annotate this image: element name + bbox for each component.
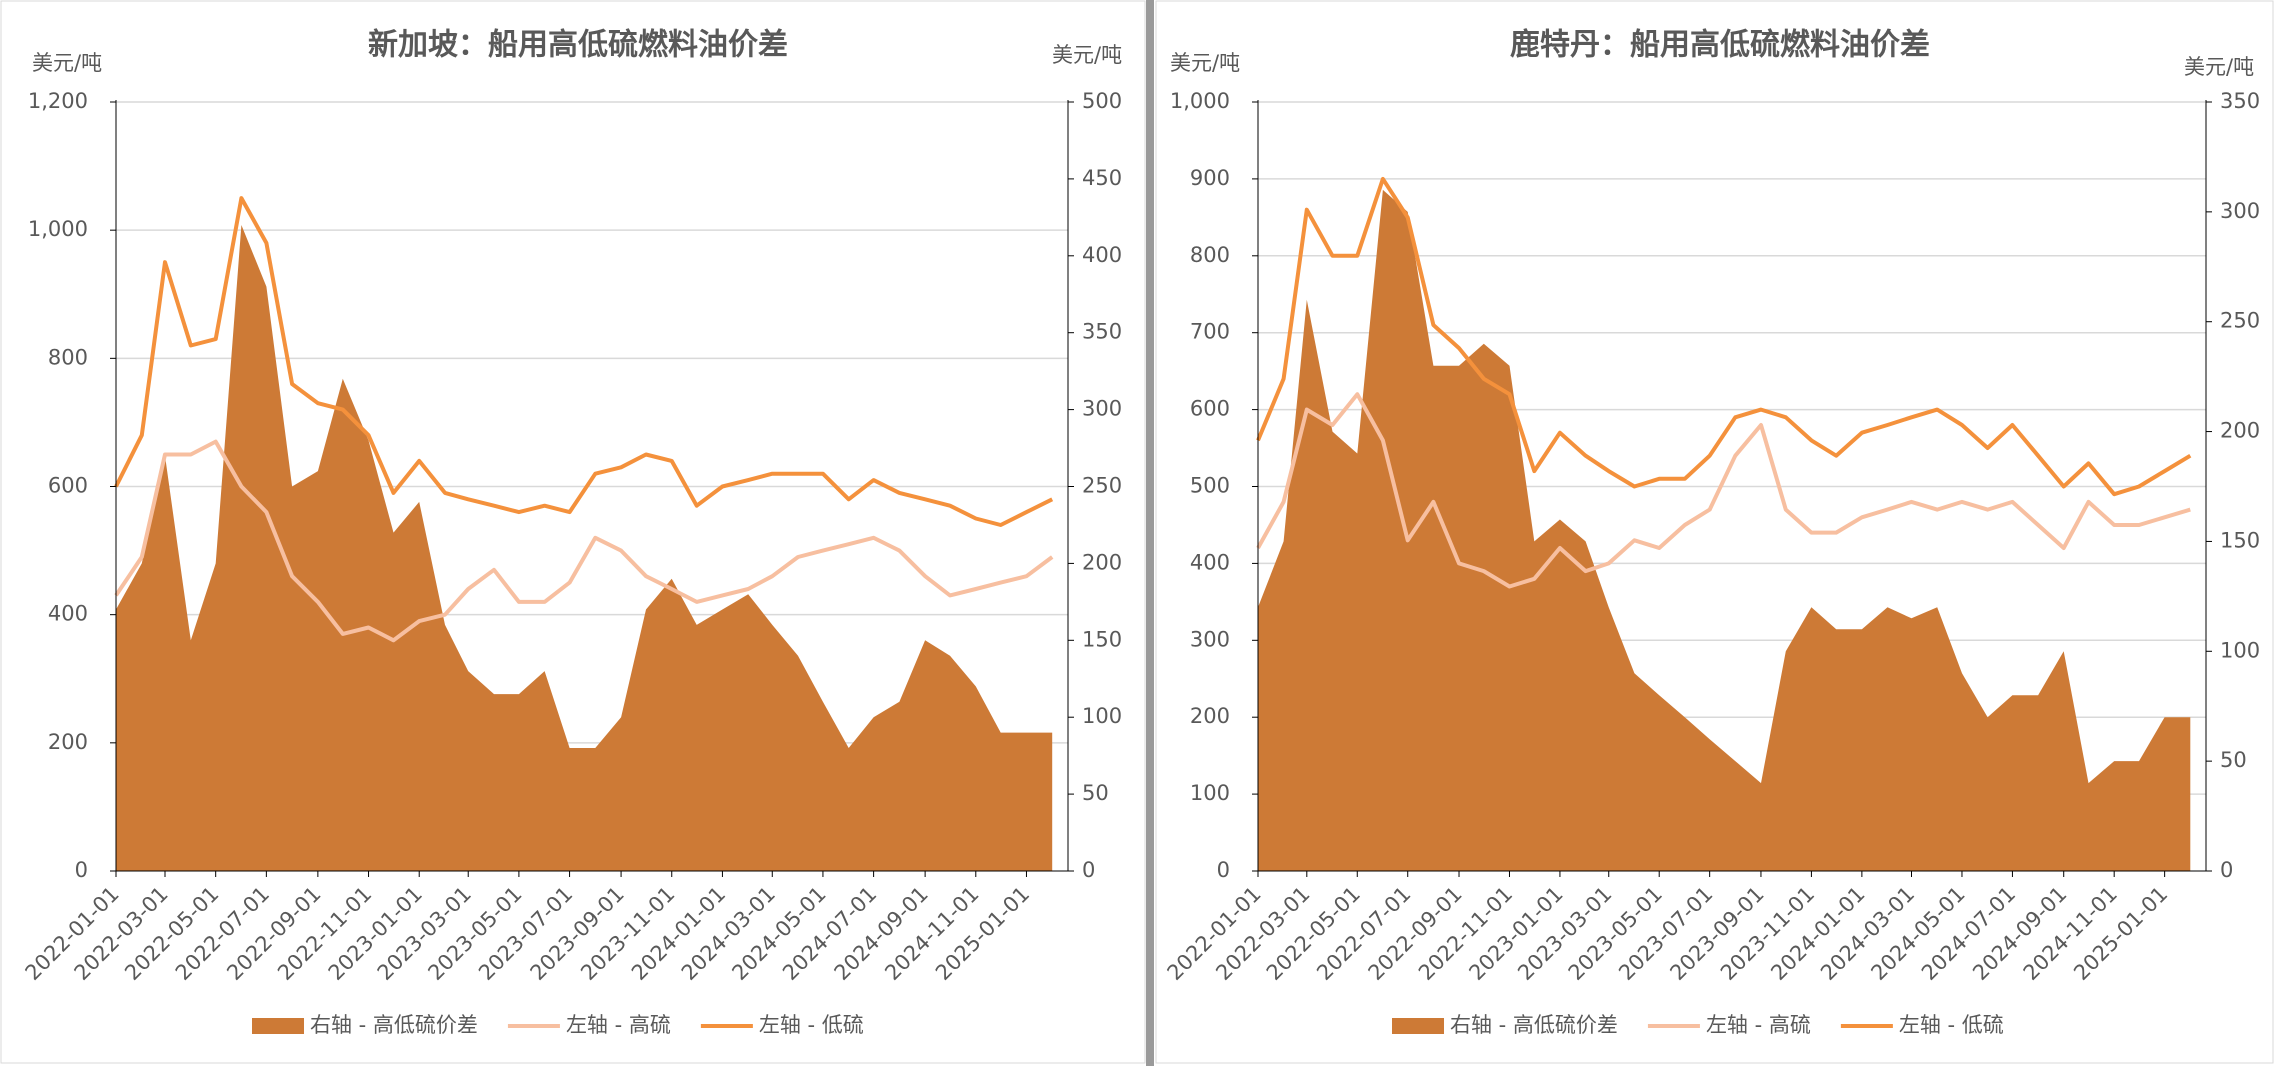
panel-divider	[1146, 0, 1154, 1066]
y-tick-label: 800	[1190, 243, 1230, 267]
y2-tick-label: 300	[1082, 397, 1122, 421]
y2-tick-label: 0	[1082, 858, 1095, 882]
y-tick-label: 0	[1217, 858, 1230, 882]
y2-tick-label: 50	[1082, 781, 1109, 805]
price-line	[1256, 392, 2191, 589]
y2-tick-label: 200	[2220, 419, 2260, 443]
y2-tick-label: 100	[2220, 638, 2260, 662]
y2-tick-label: 100	[1082, 704, 1122, 728]
y-tick-label: 200	[48, 730, 88, 754]
y2-tick-label: 50	[2220, 748, 2247, 772]
legend-label: 左轴 - 低硫	[1899, 1013, 2004, 1037]
y2-tick-label: 300	[2220, 199, 2260, 223]
price-line	[114, 439, 1054, 643]
y-tick-label: 900	[1190, 166, 1230, 190]
spread-area	[1258, 189, 2191, 871]
chart-title: 鹿特丹：船用高低硫燃料油价差	[1510, 28, 1930, 63]
spread-area	[116, 225, 1053, 871]
legend-label: 左轴 - 低硫	[759, 1013, 864, 1037]
y-tick-label: 1,200	[28, 89, 88, 113]
y-tick-label: 800	[48, 345, 88, 369]
price-line	[1256, 176, 2192, 497]
y2-tick-label: 350	[2220, 89, 2260, 113]
legend-label: 右轴 - 高低硫价差	[1450, 1013, 1618, 1037]
y-tick-label: 400	[1190, 550, 1230, 574]
price-line	[114, 196, 1054, 527]
y-tick-label: 700	[1190, 320, 1230, 344]
y-tick-label: 0	[75, 858, 88, 882]
panel-frame	[0, 0, 1146, 1064]
y2-tick-label: 0	[2220, 858, 2233, 882]
y-tick-label: 1,000	[1170, 89, 1230, 113]
chart-title: 新加坡：船用高低硫燃料油价差	[368, 28, 788, 63]
y-tick-label: 600	[48, 474, 88, 498]
legend-label: 右轴 - 高低硫价差	[310, 1013, 478, 1037]
y-tick-label: 1,000	[28, 217, 88, 241]
y-axis-label: 美元/吨	[32, 51, 102, 75]
y2-tick-label: 400	[1082, 243, 1122, 267]
y-tick-label: 100	[1190, 781, 1230, 805]
y2-tick-label: 350	[1082, 320, 1122, 344]
y2-tick-label: 250	[1082, 474, 1122, 498]
legend-label: 左轴 - 高硫	[566, 1013, 671, 1037]
y-tick-label: 300	[1190, 627, 1230, 651]
y-axis-label: 美元/吨	[1170, 51, 1240, 75]
y2-tick-label: 450	[1082, 166, 1122, 190]
y-tick-label: 200	[1190, 704, 1230, 728]
y2-tick-label: 250	[2220, 309, 2260, 333]
y2-tick-label: 150	[2220, 528, 2260, 552]
legend-swatch	[252, 1018, 304, 1034]
y2-axis-label: 美元/吨	[2184, 55, 2254, 79]
y2-axis-label: 美元/吨	[1052, 43, 1122, 67]
legend-label: 左轴 - 高硫	[1706, 1013, 1811, 1037]
legend-swatch	[1392, 1018, 1444, 1034]
y-tick-label: 600	[1190, 397, 1230, 421]
y2-tick-label: 150	[1082, 627, 1122, 651]
y-tick-label: 500	[1190, 474, 1230, 498]
y2-tick-label: 500	[1082, 89, 1122, 113]
y-tick-label: 400	[48, 602, 88, 626]
y2-tick-label: 200	[1082, 550, 1122, 574]
